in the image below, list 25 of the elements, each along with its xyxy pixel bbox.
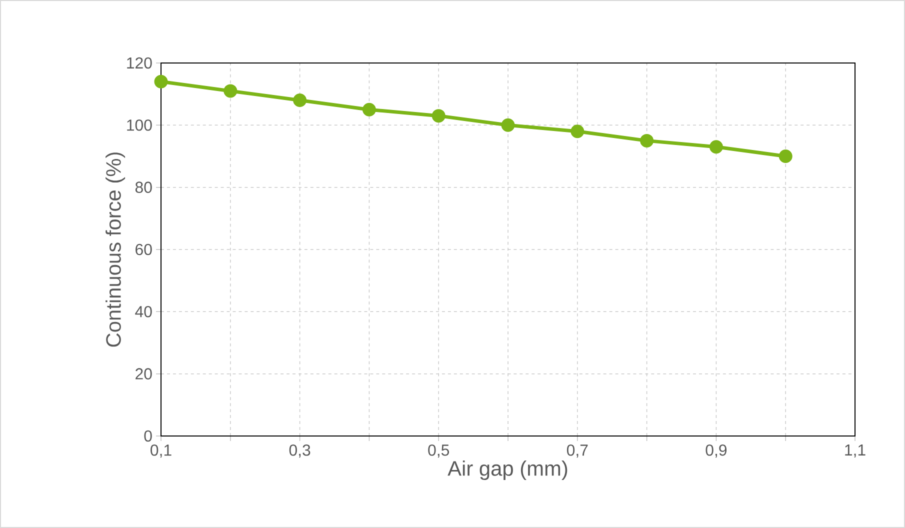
point [432, 109, 446, 123]
y-tick-label: 100 [127, 120, 152, 131]
y-tick-label: 20 [136, 368, 152, 380]
x-tick-label: 0,1 [150, 444, 172, 458]
point [224, 84, 238, 98]
point [362, 102, 376, 116]
x-tick-label: 0,9 [706, 444, 727, 458]
point [501, 118, 515, 132]
point [154, 74, 168, 88]
x-tick-label: 0,5 [428, 444, 450, 458]
point [709, 140, 723, 154]
y-tick-label: 0 [144, 430, 152, 442]
point [293, 94, 307, 108]
y-tick-label: 80 [135, 182, 152, 193]
y-tick-label: 40 [135, 306, 152, 318]
y-axis-title: Continuous force (%) [106, 152, 126, 347]
point [570, 124, 584, 138]
x-tick-label: 1,1 [845, 444, 866, 458]
y-tick-label: 120 [127, 57, 152, 69]
x-axis-title: Air gap (mm) [448, 460, 568, 480]
x-tick-label: 0,7 [566, 444, 588, 458]
y-tick-label: 60 [136, 244, 152, 256]
x-tick-label: 0,3 [289, 444, 310, 458]
point [778, 149, 792, 163]
point [640, 134, 654, 148]
